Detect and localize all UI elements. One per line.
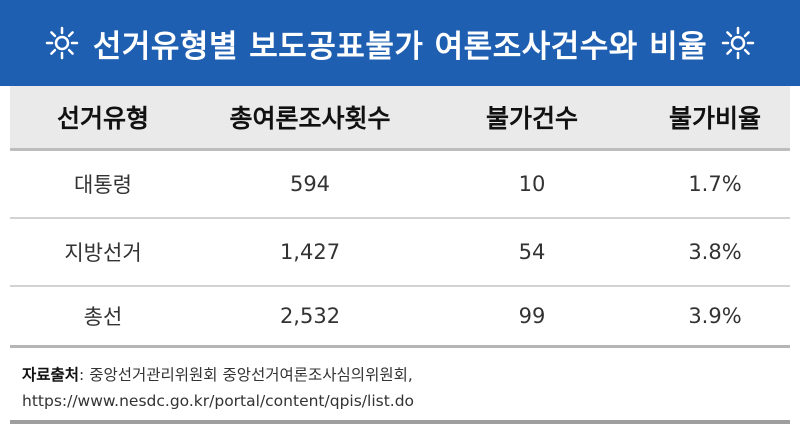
- column-header-rejected-ratio: 불가비율: [668, 104, 761, 133]
- bottom-divider: [10, 420, 790, 424]
- column-header-rejected-count: 불가건수: [485, 104, 578, 133]
- source-note: 자료출처: 중앙선거관리위원회 중앙선거여론조사심의위원회, https://w…: [22, 362, 782, 414]
- table-cell: 2,532: [279, 304, 341, 328]
- table-cell: 총선: [83, 305, 123, 329]
- table-cell: 3.9%: [688, 304, 742, 328]
- table-cell: 대통령: [74, 173, 132, 197]
- table-header: 선거유형 총여론조사횟수 불가건수 불가비율: [10, 86, 790, 151]
- table-row: 지방선거 1,427 54 3.8%: [10, 219, 790, 287]
- table-row: 대통령 594 10 1.7%: [10, 151, 790, 219]
- table-row: 총선 2,532 99 3.9%: [10, 287, 790, 348]
- column-header-total-polls: 총여론조사횟수: [229, 104, 391, 133]
- sun-icon: [721, 26, 755, 60]
- source-url: https://www.nesdc.go.kr/portal/content/q…: [22, 392, 415, 410]
- table-cell: 54: [518, 240, 546, 264]
- title-banner: 선거유형별 보도공표불가 여론조사건수와 비율: [0, 0, 800, 86]
- sun-icon: [45, 26, 79, 60]
- source-text: : 중앙선거관리위원회 중앙선거여론조사심의위원회,: [79, 366, 413, 384]
- table-cell: 3.8%: [688, 240, 742, 264]
- column-header-election-type: 선거유형: [56, 104, 149, 133]
- table-cell: 10: [518, 172, 546, 196]
- source-label: 자료출처: [22, 366, 80, 384]
- table-cell: 1,427: [279, 240, 341, 264]
- source-line: 자료출처: 중앙선거관리위원회 중앙선거여론조사심의위원회,: [22, 362, 782, 388]
- table-cell: 지방선거: [64, 241, 142, 265]
- table-cell: 1.7%: [688, 172, 742, 196]
- page-title: 선거유형별 보도공표불가 여론조사건수와 비율: [92, 28, 708, 65]
- table-cell: 594: [289, 172, 331, 196]
- table-cell: 99: [518, 304, 546, 328]
